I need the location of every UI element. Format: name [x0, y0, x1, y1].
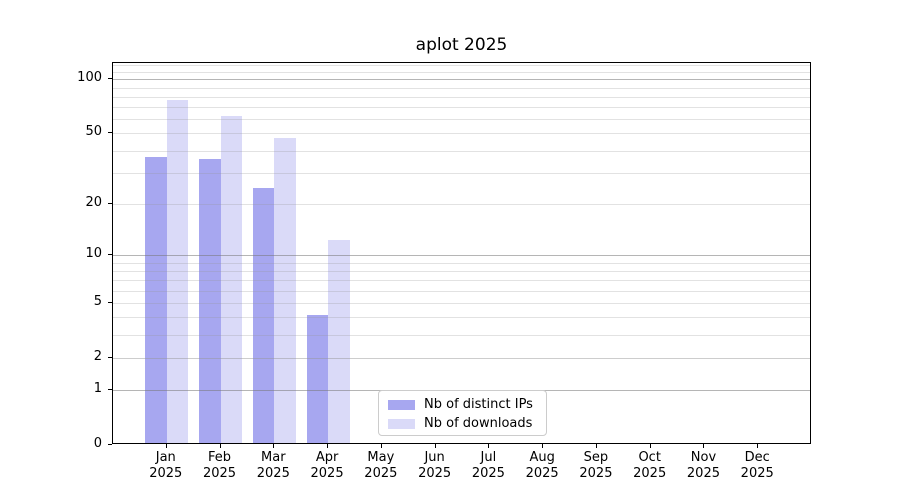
y-tick-mark-5: [108, 302, 112, 303]
x-tick-label-may: May 2025: [353, 450, 409, 482]
x-tick-mark-jun: [434, 444, 436, 448]
legend-swatch-downloads-icon: [388, 418, 415, 429]
y-tick-mark-50: [108, 132, 112, 134]
y-tick-mark-2: [108, 356, 112, 358]
gridline-minor-90: [113, 87, 810, 89]
gridline-minor-2: [113, 357, 810, 359]
x-tick-year-aug: 2025: [525, 466, 559, 481]
x-tick-mark-mar: [273, 444, 275, 448]
y-tick-label-100: 100: [77, 70, 102, 86]
gridline-minor-70: [113, 107, 810, 109]
y-tick-label-2: 2: [93, 348, 102, 364]
bar-downloads-apr: [328, 239, 350, 443]
x-tick-label-sep: Sep 2025: [568, 450, 624, 482]
gridline-minor-6: [113, 290, 810, 292]
gridline-minor-9: [113, 262, 810, 264]
x-tick-year-jul: 2025: [471, 466, 505, 481]
x-tick-mark-sep: [595, 444, 597, 448]
bars-layer: [113, 63, 810, 443]
x-tick-year-sep: 2025: [579, 466, 613, 481]
x-tick-year-nov: 2025: [686, 466, 720, 481]
x-tick-label-jun: Jun 2025: [407, 450, 463, 482]
gridline-minor-80: [113, 96, 810, 98]
gridline-minor-120: [113, 64, 810, 66]
x-tick-mark-nov: [703, 444, 705, 448]
x-tick-mark-jul: [488, 444, 490, 448]
x-tick-mark-aug: [542, 444, 544, 448]
bar-ips-apr: [306, 315, 329, 443]
legend-item-distinct-ips: Nb of distinct IPs: [379, 395, 546, 414]
x-tick-mark-may: [380, 444, 382, 448]
y-tick-label-0: 0: [93, 436, 102, 451]
gridline-minor-110: [113, 71, 810, 73]
x-tick-label-dec: Dec 2025: [729, 450, 785, 482]
legend: Nb of distinct IPs Nb of downloads: [378, 390, 547, 436]
x-tick-label-aug: Aug 2025: [514, 450, 570, 482]
grid-layer: [113, 63, 810, 443]
x-tick-label-jul: Jul 2025: [460, 450, 516, 482]
gridline-minor-2: [113, 357, 810, 359]
y-tick-mark-0: [108, 444, 112, 445]
y-tick-mark-10: [108, 253, 112, 255]
x-tick-mark-feb: [219, 444, 221, 448]
gridline-minor-60: [113, 119, 810, 121]
x-tick-mark-apr: [327, 444, 329, 448]
bar-downloads-mar: [274, 137, 296, 443]
chart-title: aplot 2025: [415, 35, 508, 55]
x-tick-label-apr: Apr 2025: [299, 450, 355, 482]
legend-item-downloads: Nb of downloads: [379, 414, 546, 433]
y-tick-mark-20: [108, 202, 112, 204]
x-tick-label-mar: Mar 2025: [245, 450, 301, 482]
y-tick-label-10: 10: [85, 245, 102, 261]
bar-ips-mar: [252, 187, 275, 443]
legend-label-downloads: Nb of downloads: [424, 416, 533, 431]
x-tick-year-feb: 2025: [202, 466, 237, 481]
x-tick-year-oct: 2025: [633, 466, 667, 481]
x-tick-label-feb: Feb 2025: [192, 450, 248, 482]
x-tick-year-mar: 2025: [256, 466, 290, 481]
y-tick-label-20: 20: [85, 194, 102, 210]
bar-ips-feb: [199, 159, 221, 443]
gridline-minor-40: [113, 150, 810, 152]
bar-downloads-jan: [166, 99, 189, 443]
gridline-major-100: [113, 79, 810, 81]
gridline-minor-5: [113, 303, 810, 304]
x-tick-mark-jan: [165, 444, 167, 448]
bar-ips-jan: [145, 156, 167, 443]
legend-swatch-ips-icon: [388, 399, 415, 410]
x-tick-year-dec: 2025: [740, 466, 774, 481]
bar-downloads-feb: [220, 115, 243, 443]
y-tick-label-1: 1: [93, 381, 102, 397]
x-tick-year-apr: 2025: [310, 466, 344, 481]
x-tick-mark-dec: [757, 444, 759, 448]
x-tick-year-jan: 2025: [149, 466, 183, 481]
gridline-minor-30: [113, 172, 810, 174]
x-tick-year-jun: 2025: [418, 466, 452, 481]
plot-area: Nb of distinct IPs Nb of downloads: [112, 62, 811, 444]
y-tick-label-50: 50: [85, 124, 102, 140]
x-tick-label-oct: Oct 2025: [622, 450, 678, 482]
x-tick-label-nov: Nov 2025: [675, 450, 731, 482]
gridline-minor-20: [113, 203, 810, 205]
y-tick-mark-1: [108, 389, 112, 391]
gridline-minor-4: [113, 317, 810, 319]
x-tick-label-jan: Jan 2025: [138, 450, 194, 482]
gridline-major-10: [113, 254, 810, 256]
x-tick-year-may: 2025: [364, 466, 398, 481]
x-tick-mark-oct: [649, 444, 651, 448]
legend-label-distinct-ips: Nb of distinct IPs: [424, 397, 533, 412]
gridline-minor-8: [113, 270, 810, 272]
y-tick-label-5: 5: [93, 294, 102, 309]
y-tick-mark-100: [108, 78, 112, 80]
gridline-minor-50: [113, 133, 810, 135]
gridline-minor-3: [113, 335, 810, 337]
gridline-minor-7: [113, 280, 810, 282]
